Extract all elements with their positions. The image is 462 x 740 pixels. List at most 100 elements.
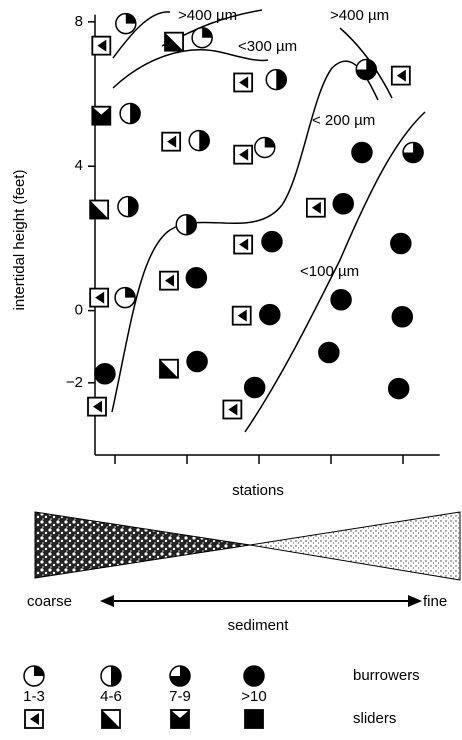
burrower-fill xyxy=(127,196,138,217)
burrower-fill xyxy=(264,137,275,148)
burrower-fill xyxy=(170,666,190,686)
burrower xyxy=(117,195,139,218)
slider-notch xyxy=(93,107,110,115)
burrower xyxy=(175,213,198,236)
burrower xyxy=(185,267,208,289)
burrower xyxy=(351,141,373,164)
slider-notch xyxy=(172,711,188,718)
burrower xyxy=(387,377,410,400)
burrower-fill xyxy=(186,267,207,288)
slider-fill xyxy=(102,710,120,728)
y-axis-label: intertidal height (feet) xyxy=(11,170,28,311)
burrower xyxy=(318,341,340,364)
sediment-right: fine xyxy=(423,593,447,610)
burrower xyxy=(332,193,354,215)
boundary xyxy=(112,11,171,59)
annotation: >400 µm xyxy=(330,7,389,24)
burrower xyxy=(330,289,352,311)
fine-wedge xyxy=(249,511,461,581)
burrower-fill xyxy=(199,130,210,151)
slider xyxy=(231,305,252,326)
burrower-fill xyxy=(390,233,411,254)
burrower xyxy=(191,26,213,49)
burrower-fill xyxy=(351,142,372,163)
burrower-fill xyxy=(94,363,115,384)
slider-fill xyxy=(97,39,107,52)
boundary xyxy=(244,111,426,433)
burrower-fill xyxy=(111,666,121,686)
slider xyxy=(91,35,112,56)
legend-class: 4-6 xyxy=(100,688,122,705)
arrow-head xyxy=(100,595,114,607)
burrower xyxy=(391,305,414,328)
burrower xyxy=(23,665,45,687)
slider xyxy=(159,358,179,379)
burrower-fill xyxy=(356,59,377,80)
burrower xyxy=(94,363,116,385)
slider xyxy=(222,399,243,420)
burrower xyxy=(265,68,288,91)
burrower-fill xyxy=(259,304,280,325)
legend-class: 1-3 xyxy=(23,688,45,705)
boundary xyxy=(111,60,379,413)
burrower-fill xyxy=(244,377,265,398)
sediment-wedge xyxy=(34,511,461,607)
burrower-fill xyxy=(125,287,136,298)
burrower-fill xyxy=(318,342,339,363)
burrower-fill xyxy=(388,378,409,399)
slider xyxy=(233,234,254,255)
burrower xyxy=(119,102,141,125)
boundary xyxy=(112,49,269,89)
slider-fill xyxy=(160,359,178,378)
burrower-fill xyxy=(333,193,354,214)
slider-fill xyxy=(239,76,249,89)
burrower xyxy=(169,665,191,687)
burrower-fill xyxy=(202,27,213,38)
slider xyxy=(161,131,182,152)
slider xyxy=(305,197,326,218)
burrower-fill xyxy=(34,666,44,676)
y-tick-label: 0 xyxy=(75,302,83,319)
slider xyxy=(89,199,110,220)
slider-fill xyxy=(165,274,174,287)
y-tick-label: 8 xyxy=(75,13,83,30)
slider xyxy=(91,105,112,126)
annotation: >400 µm xyxy=(178,7,237,24)
burrower-fill xyxy=(331,289,352,310)
slider-fill xyxy=(237,309,247,322)
arrow-head xyxy=(408,595,422,607)
annotation: <300 µm xyxy=(238,38,297,55)
sediment-label: sediment xyxy=(228,617,290,634)
slider-fill xyxy=(93,400,102,413)
slider-fill xyxy=(167,135,177,148)
slider-outline xyxy=(244,709,264,729)
slider-fill xyxy=(165,32,184,51)
slider xyxy=(159,270,179,291)
slider xyxy=(390,65,411,86)
slider-fill xyxy=(239,238,249,251)
slider xyxy=(244,709,264,729)
burrower xyxy=(186,350,208,373)
legend-class: 7-9 xyxy=(169,688,191,705)
legend-class: >10 xyxy=(241,688,266,705)
slider xyxy=(233,144,254,165)
burrower-fill xyxy=(186,214,197,235)
burrower xyxy=(100,665,122,687)
slider-fill xyxy=(396,69,406,82)
burrower xyxy=(114,286,136,309)
slider xyxy=(89,287,110,308)
burrower xyxy=(115,12,137,35)
burrower xyxy=(243,376,266,399)
slider-fill xyxy=(92,106,111,125)
sediment-left: coarse xyxy=(27,593,72,610)
burrower-fill xyxy=(187,351,208,372)
slider xyxy=(164,31,184,52)
burrower xyxy=(259,303,281,326)
x-axis-label: stations xyxy=(232,482,284,499)
burrower-fill xyxy=(392,306,413,327)
slider-fill xyxy=(30,713,39,725)
burrower xyxy=(355,58,378,81)
slider-fill xyxy=(239,148,249,161)
burrower xyxy=(243,665,265,687)
